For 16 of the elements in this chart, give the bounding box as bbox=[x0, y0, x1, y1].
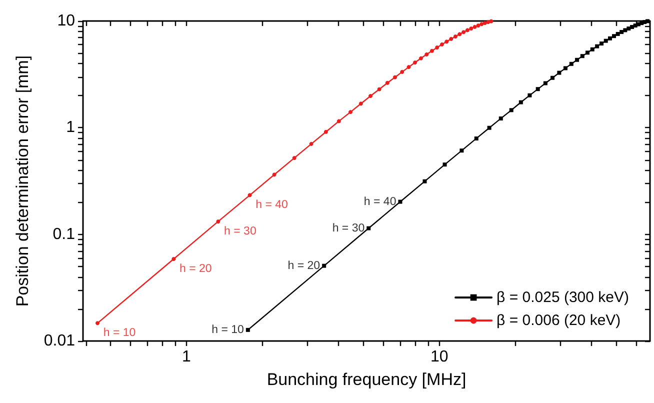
legend-label: β = 0.025 (300 keV) bbox=[496, 289, 630, 306]
annotation: h = 10 bbox=[103, 327, 136, 340]
y-tick-label: 0.01 bbox=[44, 332, 76, 350]
y-tick-label: 0.1 bbox=[52, 226, 76, 243]
annotation: h = 30 bbox=[332, 222, 365, 234]
annotation: h = 40 bbox=[256, 199, 288, 212]
y-tick-label: 1 bbox=[66, 119, 76, 136]
y-axis-title: Position determination error [mm] bbox=[13, 55, 32, 307]
x-axis-title: Bunching frequency [MHz] bbox=[266, 370, 466, 389]
annotation: h = 10 bbox=[212, 324, 244, 336]
y-tick-label: 10 bbox=[57, 12, 76, 30]
annotation: h = 40 bbox=[364, 196, 396, 208]
annotation: h = 30 bbox=[224, 225, 256, 238]
annotation: h = 20 bbox=[179, 263, 212, 276]
legend-label: β = 0.006 (20 keV) bbox=[496, 312, 621, 329]
annotation: h = 20 bbox=[288, 260, 320, 272]
